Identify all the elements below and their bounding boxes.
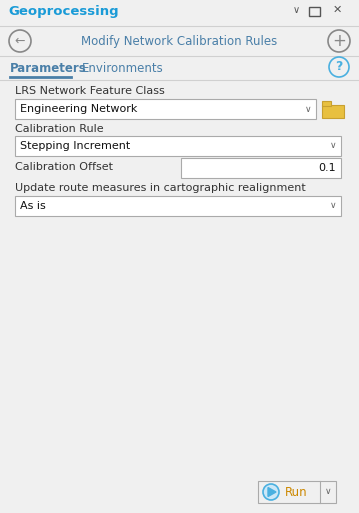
Text: ?: ? <box>335 61 343 73</box>
Bar <box>258 481 336 503</box>
Text: ←: ← <box>15 34 25 48</box>
Text: As is: As is <box>20 201 46 211</box>
Text: Engineering Network: Engineering Network <box>20 104 137 114</box>
Text: Geoprocessing: Geoprocessing <box>8 5 118 18</box>
Text: Environments: Environments <box>82 62 164 75</box>
Text: LRS Network Feature Class: LRS Network Feature Class <box>15 86 165 96</box>
Text: 0.1: 0.1 <box>318 163 336 173</box>
Bar <box>322 101 331 106</box>
Bar <box>181 158 341 178</box>
Text: ✕: ✕ <box>332 5 342 15</box>
Circle shape <box>263 484 279 500</box>
Text: ∨: ∨ <box>293 5 299 15</box>
Text: Calibration Offset: Calibration Offset <box>15 162 113 172</box>
Text: ∨: ∨ <box>330 142 336 150</box>
Bar <box>15 196 341 216</box>
Polygon shape <box>268 487 276 497</box>
Text: Update route measures in cartographic realignment: Update route measures in cartographic re… <box>15 183 306 193</box>
Text: ∨: ∨ <box>325 487 331 497</box>
Text: ∨: ∨ <box>330 202 336 210</box>
Bar <box>15 99 316 119</box>
Text: Calibration Rule: Calibration Rule <box>15 124 104 134</box>
Text: Parameters: Parameters <box>10 62 87 75</box>
Bar <box>0 0 359 26</box>
Text: Modify Network Calibration Rules: Modify Network Calibration Rules <box>81 34 277 48</box>
Bar <box>322 105 344 118</box>
Bar <box>15 136 341 156</box>
Text: ∨: ∨ <box>305 105 311 113</box>
Text: Run: Run <box>285 485 308 499</box>
Bar <box>309 7 320 16</box>
Text: +: + <box>332 32 346 50</box>
Text: Stepping Increment: Stepping Increment <box>20 141 130 151</box>
